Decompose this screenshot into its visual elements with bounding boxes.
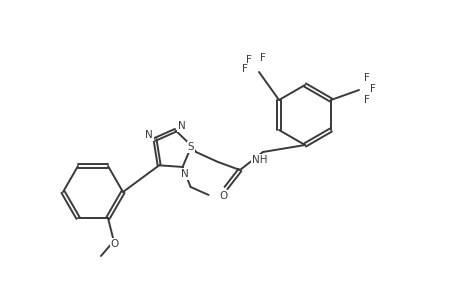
Text: F: F [241,64,247,74]
Text: N: N [177,121,185,131]
Text: N: N [145,130,152,140]
Text: F: F [259,53,265,63]
Text: S: S [187,142,194,152]
Text: F: F [369,84,375,94]
Text: N: N [180,169,188,179]
Text: F: F [363,73,369,83]
Text: NH: NH [252,155,267,165]
Text: O: O [111,239,119,249]
Text: F: F [246,55,252,65]
Text: O: O [219,191,228,201]
Text: F: F [363,95,369,105]
